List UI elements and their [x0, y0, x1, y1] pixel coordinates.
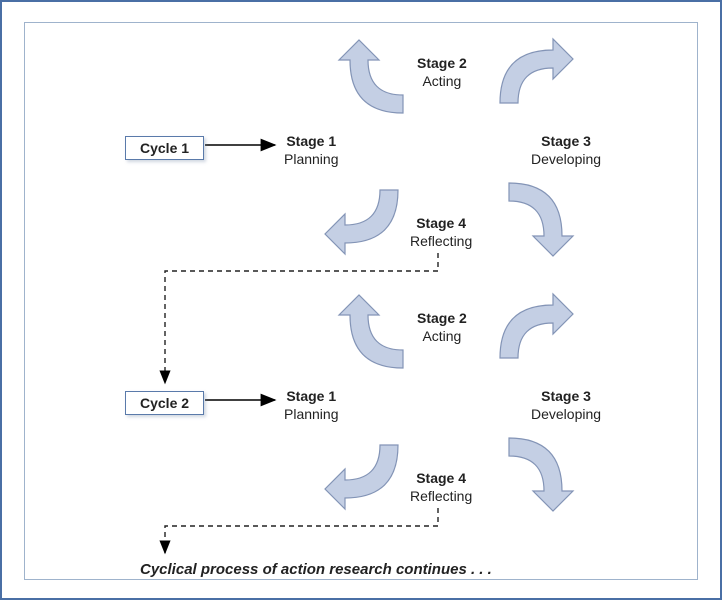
c1-stage4-title: Stage 4 [410, 215, 472, 233]
caption: Cyclical process of action research cont… [140, 561, 492, 578]
c1-stage2-title: Stage 2 [417, 55, 467, 73]
c2-stage1: Stage 1 Planning [284, 388, 339, 423]
cycle-1-label: Cycle 1 [140, 140, 189, 156]
caption-text: Cyclical process of action research cont… [140, 561, 492, 578]
c1-stage4: Stage 4 Reflecting [410, 215, 472, 250]
cycle-1-arrows [205, 39, 573, 256]
dashed-connector-2 [165, 508, 438, 553]
outer-frame: Cycle 1 Cycle 2 Stage 1 Planning Stage 2… [0, 0, 722, 600]
c2-stage4-title: Stage 4 [410, 470, 472, 488]
c2-stage2-title: Stage 2 [417, 310, 467, 328]
cycle-2-label: Cycle 2 [140, 395, 189, 411]
cycle-2-arrows [205, 294, 573, 511]
c1-stage2: Stage 2 Acting [417, 55, 467, 90]
c1-stage2-sub: Acting [417, 73, 467, 91]
c1-stage3: Stage 3 Developing [531, 133, 601, 168]
cycle-2-box: Cycle 2 [125, 391, 204, 415]
c2-stage1-sub: Planning [284, 406, 339, 424]
c1-stage4-sub: Reflecting [410, 233, 472, 251]
c2-stage3-sub: Developing [531, 406, 601, 424]
c2-stage3: Stage 3 Developing [531, 388, 601, 423]
c2-stage4: Stage 4 Reflecting [410, 470, 472, 505]
c1-stage3-sub: Developing [531, 151, 601, 169]
inner-frame: Cycle 1 Cycle 2 Stage 1 Planning Stage 2… [24, 22, 698, 580]
diagram-svg [25, 23, 701, 583]
c1-stage3-title: Stage 3 [531, 133, 601, 151]
c2-stage2-sub: Acting [417, 328, 467, 346]
c2-stage1-title: Stage 1 [284, 388, 339, 406]
c1-stage1-title: Stage 1 [284, 133, 339, 151]
c1-stage1-sub: Planning [284, 151, 339, 169]
c2-stage3-title: Stage 3 [531, 388, 601, 406]
c1-stage1: Stage 1 Planning [284, 133, 339, 168]
cycle-1-box: Cycle 1 [125, 136, 204, 160]
c2-stage4-sub: Reflecting [410, 488, 472, 506]
c2-stage2: Stage 2 Acting [417, 310, 467, 345]
